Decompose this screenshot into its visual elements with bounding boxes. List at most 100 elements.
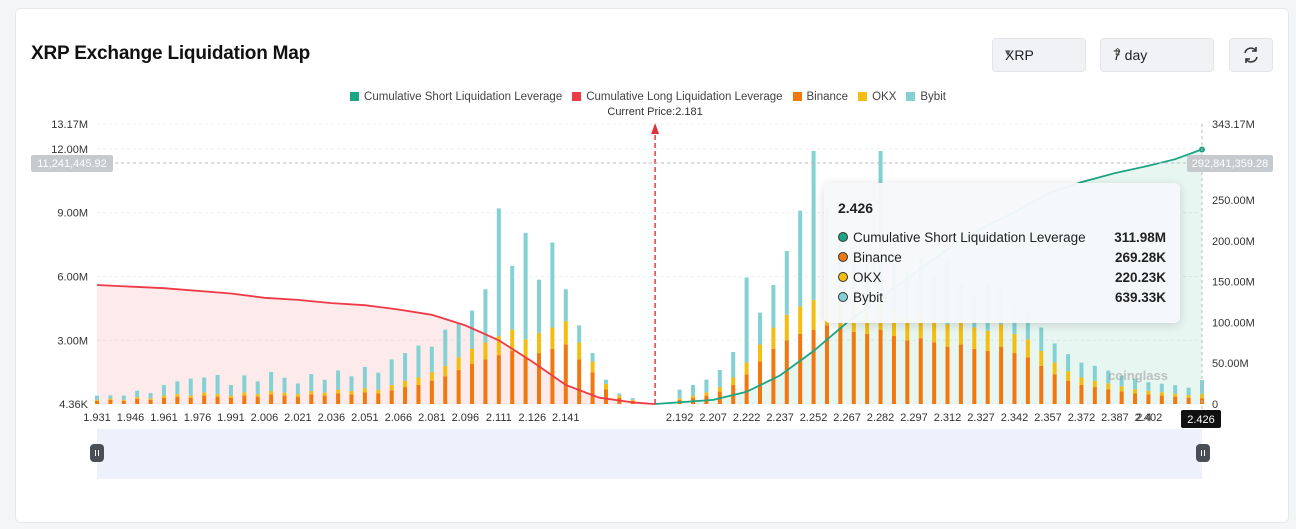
bybit-bar bbox=[108, 395, 113, 399]
bybit-bar bbox=[1092, 365, 1097, 381]
bybit-bar bbox=[1052, 343, 1057, 363]
bybit-bar bbox=[202, 377, 207, 393]
bybit-bar bbox=[1199, 380, 1205, 394]
okx-bar bbox=[135, 397, 140, 399]
x-tick-label: 2.222 bbox=[733, 412, 761, 424]
bybit-bar bbox=[1159, 383, 1164, 393]
range-slider-track[interactable] bbox=[97, 429, 1202, 479]
okx-bar bbox=[175, 394, 180, 397]
binance-bar bbox=[1066, 380, 1071, 404]
okx-bar bbox=[148, 398, 153, 400]
legend-label: OKX bbox=[872, 91, 897, 103]
legend-item[interactable]: OKX bbox=[858, 91, 896, 103]
okx-bar bbox=[269, 391, 274, 395]
okx-bar bbox=[322, 392, 327, 396]
legend-swatch bbox=[906, 92, 916, 101]
x-tick-label: 2.387 bbox=[1101, 412, 1129, 424]
okx-bar bbox=[309, 391, 314, 395]
bybit-bar bbox=[1186, 387, 1191, 396]
binance-bar bbox=[443, 376, 448, 404]
bybit-bar bbox=[403, 353, 408, 381]
liquidation-bar-group bbox=[282, 377, 287, 404]
binance-bar bbox=[590, 372, 595, 404]
bybit-bar bbox=[811, 151, 816, 300]
liquidation-bar-group bbox=[577, 325, 582, 404]
okx-bar bbox=[985, 330, 990, 351]
liquidation-bar-group bbox=[563, 289, 568, 404]
legend-item[interactable]: Binance bbox=[792, 91, 848, 103]
range-slider-right-handle[interactable] bbox=[1196, 444, 1210, 462]
coin-select[interactable]: XRP ▾ bbox=[992, 38, 1086, 72]
binance-bar bbox=[1119, 391, 1124, 404]
page-title: XRP Exchange Liquidation Map bbox=[31, 43, 311, 64]
liquidation-bar-group bbox=[135, 390, 140, 404]
liquidation-bar-group bbox=[175, 381, 180, 404]
okx-bar bbox=[630, 399, 635, 401]
x-tick-label: 2.081 bbox=[418, 412, 446, 424]
okx-bar bbox=[295, 394, 300, 397]
legend-item[interactable]: Cumulative Long Liquidation Leverage bbox=[572, 91, 783, 103]
bybit-bar bbox=[630, 398, 635, 400]
bybit-bar bbox=[228, 384, 233, 396]
liquidation-bar-group bbox=[470, 310, 475, 404]
crosshair-right-badge bbox=[1187, 155, 1273, 172]
y-right-tick-label: 250.00M bbox=[1212, 195, 1255, 207]
liquidation-bar-group bbox=[242, 375, 247, 404]
bybit-bar bbox=[362, 366, 367, 389]
okx-bar bbox=[94, 399, 100, 401]
binance-bar bbox=[228, 397, 233, 404]
binance-bar bbox=[536, 353, 542, 404]
binance-bar bbox=[811, 329, 816, 404]
bybit-bar bbox=[429, 346, 434, 373]
legend-item[interactable]: Cumulative Short Liquidation Leverage bbox=[350, 91, 562, 103]
liquidation-bar-group bbox=[1133, 378, 1138, 404]
legend-item[interactable]: Bybit bbox=[906, 91, 946, 103]
bybit-bar bbox=[188, 378, 193, 396]
bybit-bar bbox=[1106, 370, 1111, 384]
bybit-bar bbox=[563, 289, 568, 322]
range-slider-left-handle[interactable] bbox=[90, 444, 104, 462]
bybit-bar bbox=[744, 277, 749, 363]
bybit-bar bbox=[590, 353, 595, 362]
okx-bar bbox=[496, 336, 501, 356]
liquidation-bar-group bbox=[1119, 375, 1124, 404]
bybit-bar bbox=[784, 250, 789, 315]
y-left-tick-label: 6.00M bbox=[57, 271, 88, 283]
liquidation-bar-group bbox=[94, 395, 100, 404]
bybit-bar bbox=[550, 242, 555, 328]
crosshair-x-value: 2.426 bbox=[1187, 414, 1215, 426]
bybit-bar bbox=[1146, 382, 1151, 391]
crosshair-left-badge bbox=[31, 155, 113, 172]
refresh-button[interactable] bbox=[1229, 38, 1273, 72]
range-select[interactable]: 7 day ⇕ bbox=[1100, 38, 1214, 72]
binance-bar bbox=[456, 370, 461, 404]
liquidation-bar-group bbox=[523, 232, 528, 404]
okx-bar bbox=[932, 319, 937, 343]
bybit-bar bbox=[135, 390, 140, 398]
x-tick-label: 1.976 bbox=[184, 412, 212, 424]
bybit-bar bbox=[717, 370, 722, 388]
liquidation-bar-group bbox=[188, 378, 193, 404]
okx-bar bbox=[1173, 393, 1178, 397]
tooltip-dot bbox=[838, 292, 848, 302]
crosshair-x-badge bbox=[1181, 410, 1221, 428]
binance-bar bbox=[744, 374, 749, 404]
liquidation-bar-group bbox=[757, 312, 763, 404]
bybit-bar bbox=[255, 381, 260, 395]
liquidation-bar-group bbox=[429, 346, 434, 404]
okx-bar bbox=[255, 394, 260, 397]
x-tick-label: 2.297 bbox=[900, 412, 928, 424]
legend-label: Cumulative Short Liquidation Leverage bbox=[364, 91, 563, 103]
okx-bar bbox=[1012, 333, 1017, 354]
bybit-bar bbox=[1039, 327, 1044, 351]
okx-bar bbox=[456, 357, 461, 371]
binance-bar bbox=[322, 395, 327, 404]
x-tick-label: 2.267 bbox=[833, 412, 861, 424]
bybit-bar bbox=[295, 383, 300, 395]
liquidation-bar-group bbox=[403, 353, 408, 404]
okx-bar bbox=[336, 389, 341, 394]
binance-bar bbox=[865, 333, 870, 404]
bybit-bar bbox=[242, 375, 247, 393]
binance-bar bbox=[188, 397, 193, 404]
binance-bar bbox=[851, 331, 856, 404]
